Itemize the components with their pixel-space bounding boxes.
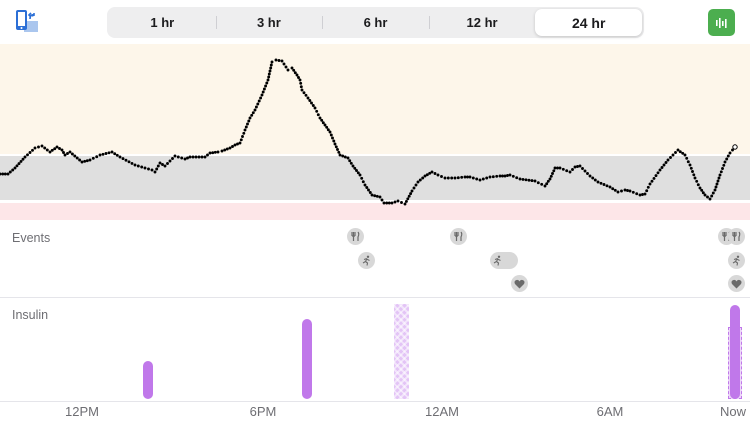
events-label: Events <box>12 231 51 245</box>
x-axis-tick-label: 12AM <box>425 404 459 419</box>
segment-3hr[interactable]: 3 hr <box>215 9 323 36</box>
bolus-bar[interactable] <box>730 305 740 399</box>
events-section: Events <box>0 224 750 297</box>
target-range-band <box>0 156 750 200</box>
segment-24hr[interactable]: 24 hr <box>535 9 642 36</box>
bolus-bar[interactable] <box>302 319 312 399</box>
exercise-event[interactable] <box>490 252 518 269</box>
carb-entry-icon <box>351 231 360 241</box>
statistics-button[interactable] <box>708 9 735 36</box>
x-axis-tick-label: 12PM <box>65 404 99 419</box>
x-axis-tick-label: 6PM <box>249 404 277 419</box>
insulin-section: Insulin <box>0 298 750 402</box>
carb-entry-icon <box>722 231 731 241</box>
health-event[interactable] <box>728 275 745 292</box>
exercise-icon <box>493 255 501 266</box>
waveform-stats-icon <box>715 17 727 28</box>
carb-entry-icon <box>454 231 463 241</box>
top-bar: 1 hr 3 hr 6 hr 12 hr 24 hr <box>0 0 750 44</box>
low-glucose-band <box>0 203 750 220</box>
exercise-icon <box>362 255 370 266</box>
carb-entry-event[interactable] <box>728 228 745 245</box>
health-event[interactable] <box>511 275 528 292</box>
insulin-label: Insulin <box>12 308 49 322</box>
phone-sync-icon[interactable] <box>14 9 40 33</box>
glucose-chart[interactable] <box>0 44 750 224</box>
high-glucose-band <box>0 44 750 154</box>
time-range-segmented-control: 1 hr 3 hr 6 hr 12 hr 24 hr <box>107 7 644 38</box>
segment-12hr[interactable]: 12 hr <box>428 9 536 36</box>
temp-basal-bar[interactable] <box>394 304 409 399</box>
x-axis-tick-label: Now <box>719 404 747 419</box>
health-icon <box>731 279 742 288</box>
segment-1hr[interactable]: 1 hr <box>150 15 175 30</box>
glucose-trace <box>0 58 738 206</box>
exercise-event[interactable] <box>358 252 375 269</box>
carb-entry-icon <box>732 231 741 241</box>
health-icon <box>514 279 525 288</box>
exercise-event[interactable] <box>728 252 745 269</box>
x-axis-tick-label: 6AM <box>596 404 624 419</box>
exercise-icon <box>732 255 740 266</box>
carb-entry-event[interactable] <box>450 228 467 245</box>
section-divider <box>0 297 750 298</box>
bolus-bar[interactable] <box>143 361 153 399</box>
x-axis-line <box>0 401 750 402</box>
carb-entry-event[interactable] <box>347 228 364 245</box>
segment-6hr[interactable]: 6 hr <box>322 9 429 36</box>
